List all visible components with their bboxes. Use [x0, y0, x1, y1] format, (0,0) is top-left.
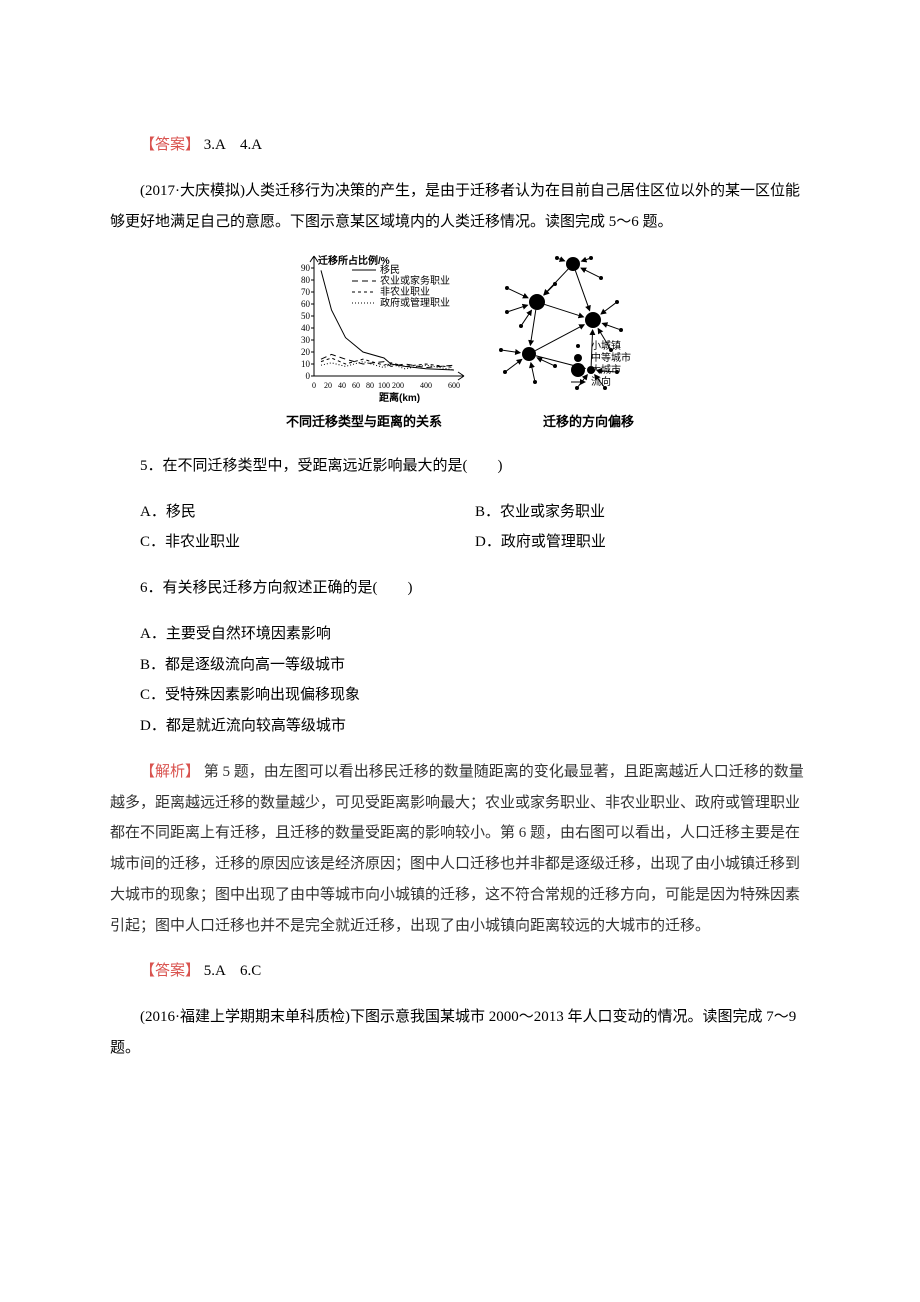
svg-text:30: 30	[301, 335, 311, 345]
q6-opt-d: D．都是就近流向较高等级城市	[140, 711, 810, 742]
svg-text:大城市: 大城市	[591, 363, 621, 376]
q6-stem: 6．有关移民迁移方向叙述正确的是( )	[110, 573, 810, 604]
answer-5-6: 【答案】 5.A 6.C	[110, 956, 810, 987]
svg-text:50: 50	[301, 311, 311, 321]
answer-3-4: 【答案】 3.A 4.A	[110, 130, 810, 161]
svg-text:200: 200	[392, 381, 404, 390]
svg-text:距离(km): 距离(km)	[379, 391, 420, 404]
q5-opt-c: C．非农业职业	[140, 527, 475, 558]
q5-opt-b: B．农业或家务职业	[475, 497, 810, 528]
intro-7-9: (2016·福建上学期期末单科质检)下图示意我国某城市 2000～2013 年人…	[110, 1002, 810, 1064]
figure-svg: 0 10 20 30 40 50 60 70 80 90 0 20 40 60 80 100200 400 60…	[280, 252, 640, 407]
svg-text:400: 400	[420, 381, 432, 390]
svg-text:农业或家务职业: 农业或家务职业	[380, 274, 450, 287]
svg-text:中等城市: 中等城市	[591, 351, 631, 364]
q6-opt-c: C．受特殊因素影响出现偏移现象	[140, 680, 810, 711]
svg-text:40: 40	[301, 323, 311, 333]
svg-text:60: 60	[352, 381, 360, 390]
figure-caption-right: 迁移的方向偏移	[543, 409, 634, 436]
answer-label: 【答案】	[140, 137, 200, 153]
svg-text:0: 0	[306, 371, 311, 381]
q6-opt-a: A．主要受自然环境因素影响	[140, 619, 810, 650]
answer-text: 5.A 6.C	[204, 963, 262, 979]
svg-text:迁移所占比例/%: 迁移所占比例/%	[318, 254, 390, 267]
svg-text:政府或管理职业: 政府或管理职业	[380, 296, 450, 309]
svg-text:非农业职业: 非农业职业	[380, 285, 430, 298]
svg-text:20: 20	[324, 381, 332, 390]
explanation-text: 第 5 题，由左图可以看出移民迁移的数量随距离的变化最显著，且距离越近人口迁移的…	[110, 764, 804, 934]
answer-label: 【答案】	[140, 963, 200, 979]
q6-options: A．主要受自然环境因素影响 B．都是逐级流向高一等级城市 C．受特殊因素影响出现…	[110, 619, 810, 742]
q5-opt-d: D．政府或管理职业	[475, 527, 810, 558]
svg-text:10: 10	[301, 359, 311, 369]
svg-text:0: 0	[312, 381, 316, 390]
figure-caption-row: 不同迁移类型与距离的关系 迁移的方向偏移	[280, 409, 640, 436]
svg-text:70: 70	[301, 287, 311, 297]
explanation-label: 【解析】	[140, 764, 200, 780]
svg-text:小城镇: 小城镇	[591, 339, 621, 352]
svg-text:80: 80	[366, 381, 374, 390]
q5-opt-a: A．移民	[140, 497, 475, 528]
svg-text:40: 40	[338, 381, 346, 390]
svg-text:移民: 移民	[380, 263, 400, 276]
svg-text:80: 80	[301, 275, 311, 285]
figure-wrap: 0 10 20 30 40 50 60 70 80 90 0 20 40 60 80 100200 400 60…	[110, 252, 810, 436]
q5-stem: 5．在不同迁移类型中，受距离远近影响最大的是( )	[110, 451, 810, 482]
q5-options: A．移民 B．农业或家务职业 C．非农业职业 D．政府或管理职业	[110, 497, 810, 559]
svg-text:60: 60	[301, 299, 311, 309]
svg-text:20: 20	[301, 347, 311, 357]
answer-text: 3.A 4.A	[204, 137, 262, 153]
page-root: 【答案】 3.A 4.A (2017·大庆模拟)人类迁移行为决策的产生，是由于迁…	[0, 0, 920, 1302]
explanation-5-6: 【解析】 第 5 题，由左图可以看出移民迁移的数量随距离的变化最显著，且距离越近…	[110, 757, 810, 942]
svg-text:90: 90	[301, 263, 311, 273]
svg-text:流向: 流向	[591, 375, 611, 388]
q6-opt-b: B．都是逐级流向高一等级城市	[140, 650, 810, 681]
intro-5-6: (2017·大庆模拟)人类迁移行为决策的产生，是由于迁移者认为在目前自己居住区位…	[110, 176, 810, 238]
figure-caption-left: 不同迁移类型与距离的关系	[286, 409, 442, 436]
svg-text:100: 100	[378, 381, 390, 390]
figure: 0 10 20 30 40 50 60 70 80 90 0 20 40 60 80 100200 400 60…	[280, 252, 640, 436]
svg-text:600: 600	[448, 381, 460, 390]
